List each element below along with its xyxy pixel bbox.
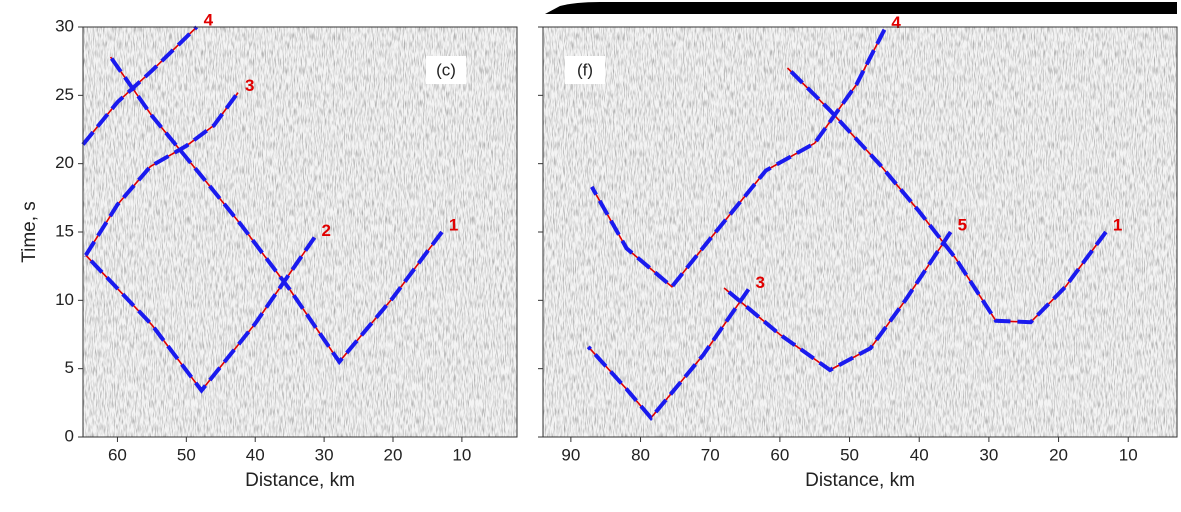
panel-label: (c) [436,60,456,79]
x-tick-label: 60 [770,445,789,464]
curve-label: 4 [204,10,214,29]
y-tick-label: 25 [55,85,74,104]
x-tick-label: 10 [1119,445,1138,464]
x-tick-label: 40 [246,445,265,464]
annotation-box [426,56,466,84]
x-tick-label: 70 [701,445,720,464]
y-tick-label: 5 [65,358,74,377]
seismic-noise [543,27,1177,437]
y-tick-label: 30 [55,16,74,35]
model-line [84,236,317,394]
x-axis-label: Distance, km [245,470,355,491]
x-tick-label: 20 [384,445,403,464]
bathymetry-strip [545,2,1177,14]
y-axis-label: Time, s [19,201,40,263]
x-tick-label: 30 [979,445,998,464]
x-tick-label: 20 [1049,445,1068,464]
curve-label: 2 [321,221,330,240]
panel-label: (f) [577,60,593,79]
model-line [586,288,751,422]
curve-label: 3 [245,76,254,95]
curve-label: 3 [756,273,765,292]
model-line [81,25,199,146]
x-tick-label: 40 [910,445,929,464]
x-tick-label: 80 [631,445,650,464]
y-tick-label: 20 [55,153,74,172]
curve-label: 1 [1113,215,1122,234]
model-line [722,230,953,373]
curve-label: 4 [891,13,901,32]
model-line [786,66,1108,325]
x-tick-label: 50 [177,445,196,464]
y-tick-label: 0 [65,426,74,445]
curve-label: 1 [449,215,458,234]
seismic-noise [83,27,517,437]
curve-label: 5 [958,215,967,234]
x-axis-label: Distance, km [805,470,915,491]
y-tick-label: 10 [55,290,74,309]
x-tick-label: 50 [840,445,859,464]
x-tick-label: 30 [315,445,334,464]
x-tick-label: 60 [108,445,127,464]
model-line [108,55,444,366]
y-tick-label: 15 [55,221,74,240]
x-tick-label: 10 [452,445,471,464]
annotation-box [565,56,605,84]
model-line [590,28,887,290]
model-line [84,91,240,257]
x-tick-label: 90 [561,445,580,464]
